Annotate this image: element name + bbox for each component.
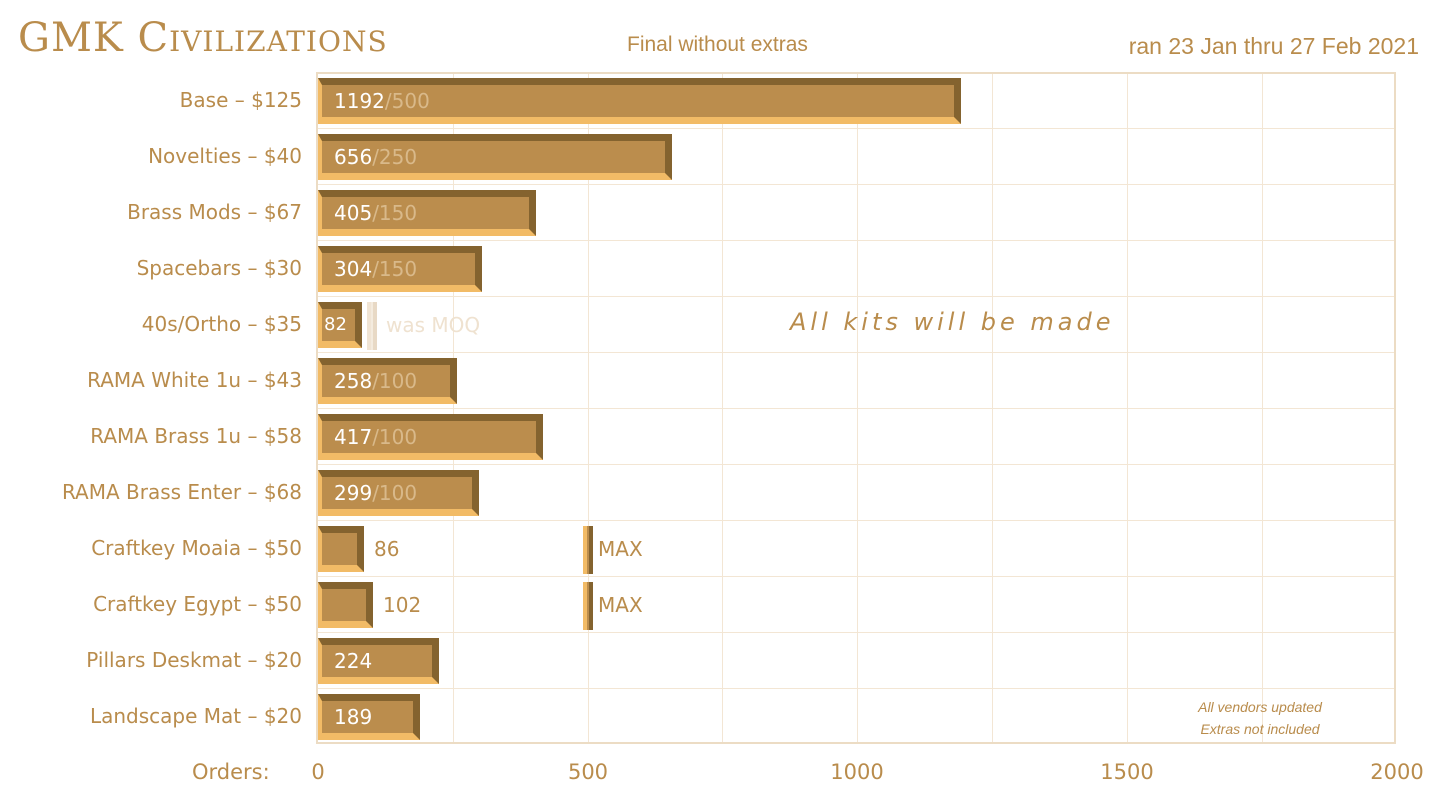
bar-moq: /150 [372,201,418,225]
bar-value: 86 [374,537,400,561]
grid-line [318,352,1394,353]
grid-line [318,128,1394,129]
x-axis-label: Orders: [192,760,270,784]
bar [318,526,364,572]
bar-moq: /100 [372,481,418,505]
was-moq-label: was MOQ [386,313,481,337]
chart-title: GMK Civilizations [18,15,388,61]
category-label: Landscape Mat – $20 [89,704,302,728]
bar: 304/150 [318,246,482,292]
bar-face [318,190,536,236]
bar: 258/100 [318,358,457,404]
bar-face [318,134,672,180]
bar-face [318,358,457,404]
bar: 405/150 [318,190,536,236]
category-label: Spacebars – $30 [136,256,302,280]
category-label: Base – $125 [179,88,302,112]
bar: 1192/500 [318,78,961,124]
bar: 656/250 [318,134,672,180]
max-label: MAX [598,537,643,561]
bar-value: 304 [334,257,373,281]
bar-value: 1192 [334,89,385,113]
plot-area [316,72,1396,744]
max-label: MAX [598,593,643,617]
note-extras: Extras not included [1200,721,1320,737]
category-label: Pillars Deskmat – $20 [86,648,302,672]
bar-value: 82 [324,314,347,335]
bar-value: 299 [334,481,373,505]
bar-face [318,638,439,684]
category-label: RAMA Brass 1u – $58 [90,424,302,448]
bar-face [318,694,420,740]
bar-value: 189 [334,705,373,729]
bar: 224 [318,638,439,684]
grid-line [318,520,1394,521]
moq-marker [367,302,377,350]
bar-value: 258 [334,369,373,393]
bar: 299/100 [318,470,479,516]
chart-subtitle: Final without extras [627,33,808,56]
category-label: Novelties – $40 [148,144,302,168]
bar-value: 405 [334,201,373,225]
category-label: RAMA Brass Enter – $68 [61,480,302,504]
bar-face [318,526,364,572]
max-marker [583,526,593,574]
bar-moq: /500 [384,89,430,113]
bar: 82 [318,302,362,348]
x-tick: 1500 [1100,760,1154,784]
grid-line [318,632,1394,633]
category-label: Craftkey Moaia – $50 [91,536,302,560]
bar-face [318,246,482,292]
bar-face [318,470,479,516]
grid-line [318,576,1394,577]
note-vendors: All vendors updated [1198,699,1322,715]
grid-line [318,240,1394,241]
category-label: Craftkey Egypt – $50 [93,592,302,616]
x-tick: 2000 [1370,760,1424,784]
all-kits-annotation: All kits will be made [790,308,1115,336]
grid-line [318,296,1394,297]
bar [318,582,373,628]
max-marker [583,582,593,630]
bar-face [318,414,543,460]
date-range: ran 23 Jan thru 27 Feb 2021 [1128,33,1419,59]
bar-value: 656 [334,145,373,169]
bar: 417/100 [318,414,543,460]
grid-line [318,408,1394,409]
bar-moq: /250 [372,145,418,169]
grid-line [318,184,1394,185]
x-tick: 1000 [830,760,884,784]
bar-face [318,582,373,628]
x-tick: 0 [311,760,325,784]
grid-line [318,688,1394,689]
bar-moq: /100 [372,425,418,449]
bar-value: 102 [383,593,422,617]
category-label: Brass Mods – $67 [127,200,302,224]
x-tick: 500 [567,760,609,784]
grid-line [318,464,1394,465]
category-label: RAMA White 1u – $43 [87,368,302,392]
bar: 189 [318,694,420,740]
bar-face [318,78,961,124]
bar-value: 224 [334,649,373,673]
bar-value: 417 [334,425,373,449]
category-label: 40s/Ortho – $35 [141,312,302,336]
bar-moq: /150 [372,257,418,281]
bar-face [318,302,362,348]
bar-moq: /100 [372,369,418,393]
